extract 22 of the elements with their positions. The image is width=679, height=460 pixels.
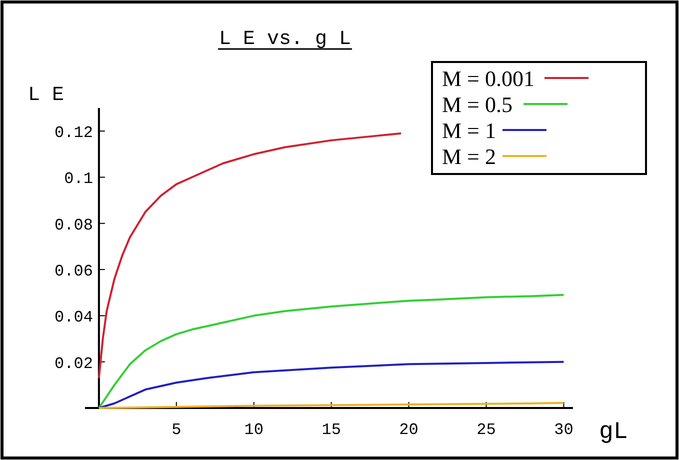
- y-tick-label: 0.02: [54, 354, 93, 373]
- y-tick-label: 0.04: [54, 308, 93, 327]
- y-tick-label: 0.06: [54, 262, 93, 281]
- x-tick-label: 5: [172, 421, 182, 439]
- x-tick-label: 30: [554, 421, 574, 439]
- x-tick-label: 20: [399, 421, 418, 439]
- x-axis-title: gL: [599, 419, 628, 446]
- y-tick-label: 0.08: [54, 216, 93, 234]
- x-tick-label: 25: [476, 421, 496, 439]
- legend-label: M = 0.5: [442, 92, 512, 117]
- chart-title: L E vs. g L: [218, 28, 352, 51]
- x-tick-label: 10: [244, 421, 264, 439]
- y-tick-label: 0.1: [64, 170, 93, 188]
- legend-label: M = 1: [442, 118, 496, 143]
- line-series: [98, 360, 565, 409]
- legend-label: M = 2: [442, 144, 496, 169]
- line-series: [98, 294, 565, 409]
- x-tick-label: 15: [322, 421, 341, 439]
- line-series: [98, 132, 402, 379]
- legend-label: M = 0.001: [442, 66, 534, 91]
- y-tick-label: 0.12: [54, 124, 93, 142]
- y-axis-title: L E: [28, 84, 64, 107]
